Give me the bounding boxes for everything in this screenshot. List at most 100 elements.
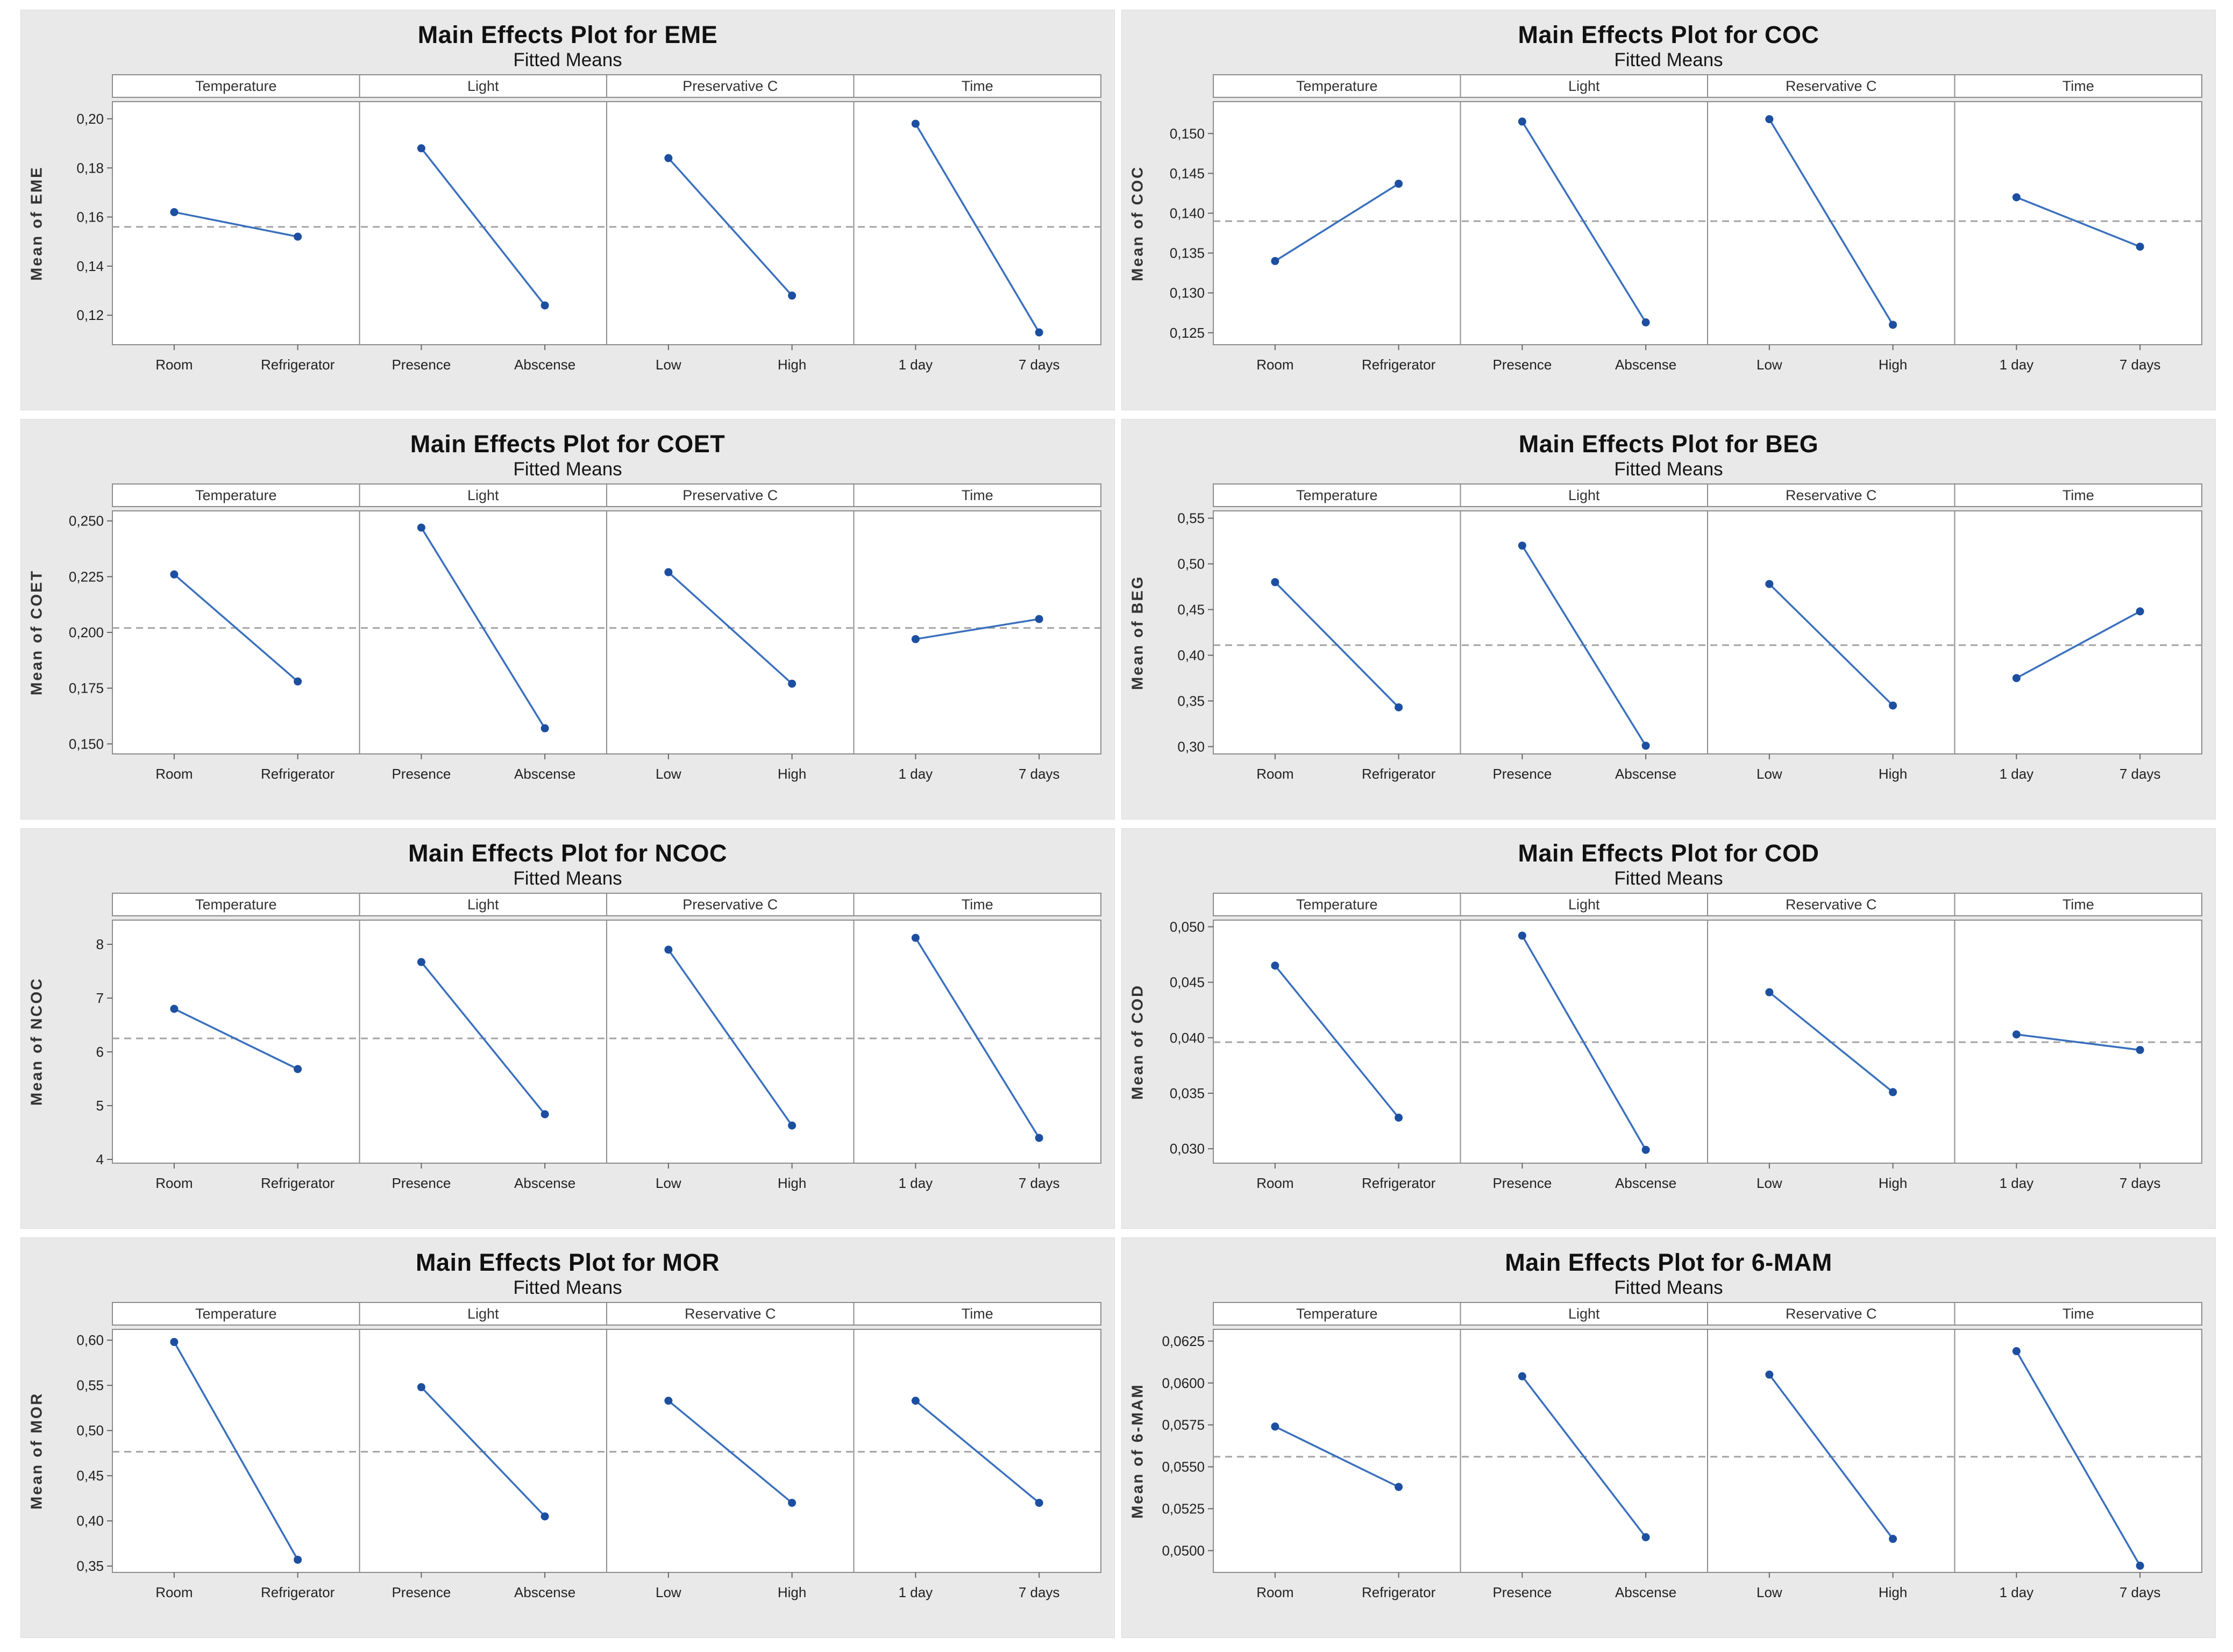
x-category-label: 7 days — [1019, 357, 1060, 373]
chart-title: Main Effects Plot for COET — [410, 430, 726, 458]
data-point-marker — [2136, 1045, 2144, 1054]
x-category-label: 1 day — [2000, 1175, 2034, 1191]
x-category-label: Refrigerator — [1362, 766, 1436, 782]
data-point-marker — [170, 1005, 179, 1013]
y-tick-label: 0,250 — [69, 513, 104, 529]
data-point-marker — [1641, 1145, 1650, 1154]
chart-card-ncoc: Main Effects Plot for NCOC Fitted Means … — [20, 828, 1115, 1229]
chart-subtitle: Fitted Means — [1614, 49, 1723, 70]
plot-wrap: Mean of COD Temperature Light Reservative … — [1122, 890, 2215, 1208]
chart-card-eme: Main Effects Plot for EME Fitted Means M… — [20, 10, 1115, 410]
data-point-marker — [2012, 193, 2021, 202]
y-axis-label: Mean of 6-MAM — [1129, 1383, 1147, 1519]
y-tick-label: 0,50 — [76, 1422, 104, 1439]
data-point-marker — [417, 958, 425, 966]
series-segment — [1521, 545, 1647, 746]
x-category-label: High — [778, 766, 806, 782]
data-point-marker — [2136, 607, 2144, 616]
x-category-label: 1 day — [899, 1584, 933, 1600]
y-tick-label: 0,50 — [1177, 556, 1205, 572]
data-point-marker — [417, 1383, 425, 1392]
y-tick-label: 0,150 — [1170, 125, 1205, 141]
data-point-marker — [1518, 931, 1526, 940]
y-tick-label: 0,045 — [1170, 974, 1205, 991]
data-point-marker — [541, 1512, 549, 1521]
panel-header-label: Time — [2063, 487, 2094, 503]
x-category-label: Presence — [1492, 1584, 1552, 1600]
y-tick-label: 0,035 — [1170, 1085, 1205, 1101]
x-category-label: Low — [656, 1584, 681, 1600]
x-category-label: Room — [155, 357, 193, 373]
x-category-label: Presence — [392, 357, 451, 373]
chart-card-coet: Main Effects Plot for COET Fitted Means … — [20, 419, 1115, 820]
x-category-label: Low — [1756, 357, 1782, 373]
y-tick-label: 7 — [96, 990, 104, 1006]
x-category-label: Abscense — [514, 766, 575, 782]
y-tick-label: 0,40 — [76, 1513, 104, 1529]
x-category-label: Low — [1756, 1584, 1782, 1600]
data-point-marker — [2136, 243, 2144, 251]
series-segment — [914, 937, 1040, 1138]
data-point-marker — [788, 1499, 797, 1507]
data-point-marker — [1765, 580, 1774, 588]
y-tick-label: 0,30 — [1177, 738, 1205, 754]
series-segment — [1768, 118, 1894, 325]
series-segment — [1521, 935, 1647, 1151]
data-point-marker — [294, 1555, 302, 1564]
x-category-label: 7 days — [2120, 357, 2161, 373]
data-point-marker — [1035, 328, 1043, 337]
y-axis-label: Mean of NCOC — [28, 977, 46, 1106]
chart-title: Main Effects Plot for BEG — [1518, 430, 1819, 458]
y-tick-label: 0,55 — [76, 1377, 104, 1393]
series-segment — [2015, 1350, 2141, 1566]
y-tick-label: 4 — [96, 1151, 104, 1167]
x-category-label: Low — [1756, 1175, 1782, 1191]
data-point-marker — [1889, 1088, 1897, 1096]
panel-header-label: Light — [1568, 487, 1600, 503]
x-category-label: 7 days — [2120, 1584, 2161, 1600]
panel-header-label: Light — [467, 78, 499, 94]
data-point-marker — [788, 1121, 797, 1130]
x-category-label: Refrigerator — [261, 1175, 335, 1191]
x-category-label: 7 days — [2120, 766, 2161, 782]
series-segment — [1274, 183, 1399, 262]
x-category-label: Abscense — [1615, 1175, 1676, 1191]
data-point-marker — [1765, 115, 1774, 124]
series-segment — [2016, 196, 2140, 248]
plot-wrap: Mean of COET Temperature Light Preservativ… — [21, 481, 1114, 799]
data-point-marker — [664, 1397, 673, 1405]
panel-header-label: Light — [1568, 896, 1600, 913]
x-category-label: Presence — [1492, 766, 1552, 782]
data-point-marker — [1889, 321, 1897, 329]
y-tick-label: 0,0625 — [1162, 1333, 1205, 1349]
x-category-label: Room — [1256, 1584, 1293, 1600]
x-category-label: Room — [155, 1175, 193, 1191]
panel-header-label: Light — [1568, 78, 1600, 94]
panel-header-label: Time — [962, 487, 993, 503]
x-category-label: Room — [1256, 766, 1293, 782]
x-category-label: Room — [1256, 357, 1293, 373]
data-point-marker — [294, 677, 302, 686]
data-point-marker — [1395, 1483, 1403, 1491]
plot-wrap: Mean of BEG Temperature Light Reservative … — [1122, 481, 2215, 799]
plot-svg: Temperature Light Preservative C Time 8 7 6 5 4 R… — [96, 893, 1101, 1191]
series-segment — [1274, 965, 1399, 1119]
panel-header-label: Temperature — [1296, 78, 1378, 94]
plot-wrap: Mean of EME Temperature Light Preservative… — [21, 72, 1114, 390]
chart-title: Main Effects Plot for COD — [1518, 839, 1819, 867]
x-category-label: High — [1879, 766, 1907, 782]
series-segment — [915, 1400, 1040, 1504]
series-segment — [915, 618, 1040, 640]
data-point-marker — [664, 945, 673, 954]
panel-header-label: Time — [2063, 78, 2094, 94]
y-tick-label: 0,225 — [69, 568, 104, 585]
series-segment — [420, 527, 546, 729]
x-category-label: Room — [155, 766, 193, 782]
x-category-label: Refrigerator — [1362, 1584, 1436, 1600]
y-tick-label: 0,45 — [1177, 602, 1205, 618]
series-segment — [174, 1008, 298, 1070]
x-category-label: 7 days — [1019, 1175, 1060, 1191]
series-segment — [1274, 581, 1399, 708]
panel-header-label: Reservative C — [1786, 896, 1877, 913]
series-segment — [1768, 1374, 1894, 1540]
